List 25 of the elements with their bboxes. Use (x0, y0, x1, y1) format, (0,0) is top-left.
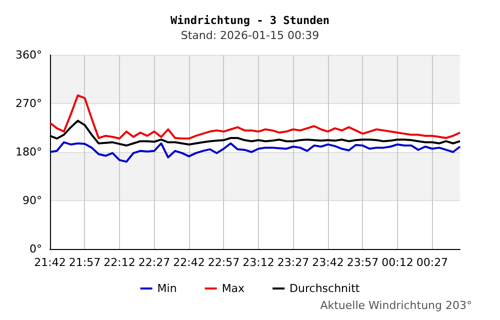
legend-label: Min (157, 282, 177, 295)
x-tick-label: 23:42 (312, 256, 344, 269)
y-tick-label: 180° (16, 146, 42, 158)
x-tick-label: 21:42 (34, 256, 66, 269)
chart-subtitle: Stand: 2026-01-15 00:39 (180, 29, 320, 42)
x-tick-label: 22:42 (173, 256, 205, 269)
legend-label: Durchschnitt (290, 282, 360, 295)
y-tick-label: 270° (16, 97, 42, 110)
line-series (49, 141, 461, 163)
x-tick-label: 22:27 (138, 256, 170, 269)
x-tick-label: 22:57 (208, 256, 240, 269)
x-tick-label: 00:12 (382, 256, 414, 269)
x-tick-label: 23:27 (277, 256, 310, 269)
legend-label: Max (222, 282, 246, 295)
y-tick-label: 90° (22, 194, 42, 207)
x-tick-label: 22:12 (104, 256, 136, 269)
x-tick-label: 23:12 (242, 256, 274, 269)
y-tick-label: 0° (30, 242, 42, 256)
chart-title: Windrichtung - 3 Stunden (170, 14, 330, 27)
text: Aktuelle Windrichtung 203° (320, 299, 472, 312)
line-series (49, 94, 461, 140)
x-tick-label: 21:57 (68, 256, 101, 269)
x-tick-label: 00:27 (416, 256, 448, 269)
y-tick-label: 360° (16, 48, 42, 62)
x-tick-label: 23:57 (346, 256, 379, 269)
